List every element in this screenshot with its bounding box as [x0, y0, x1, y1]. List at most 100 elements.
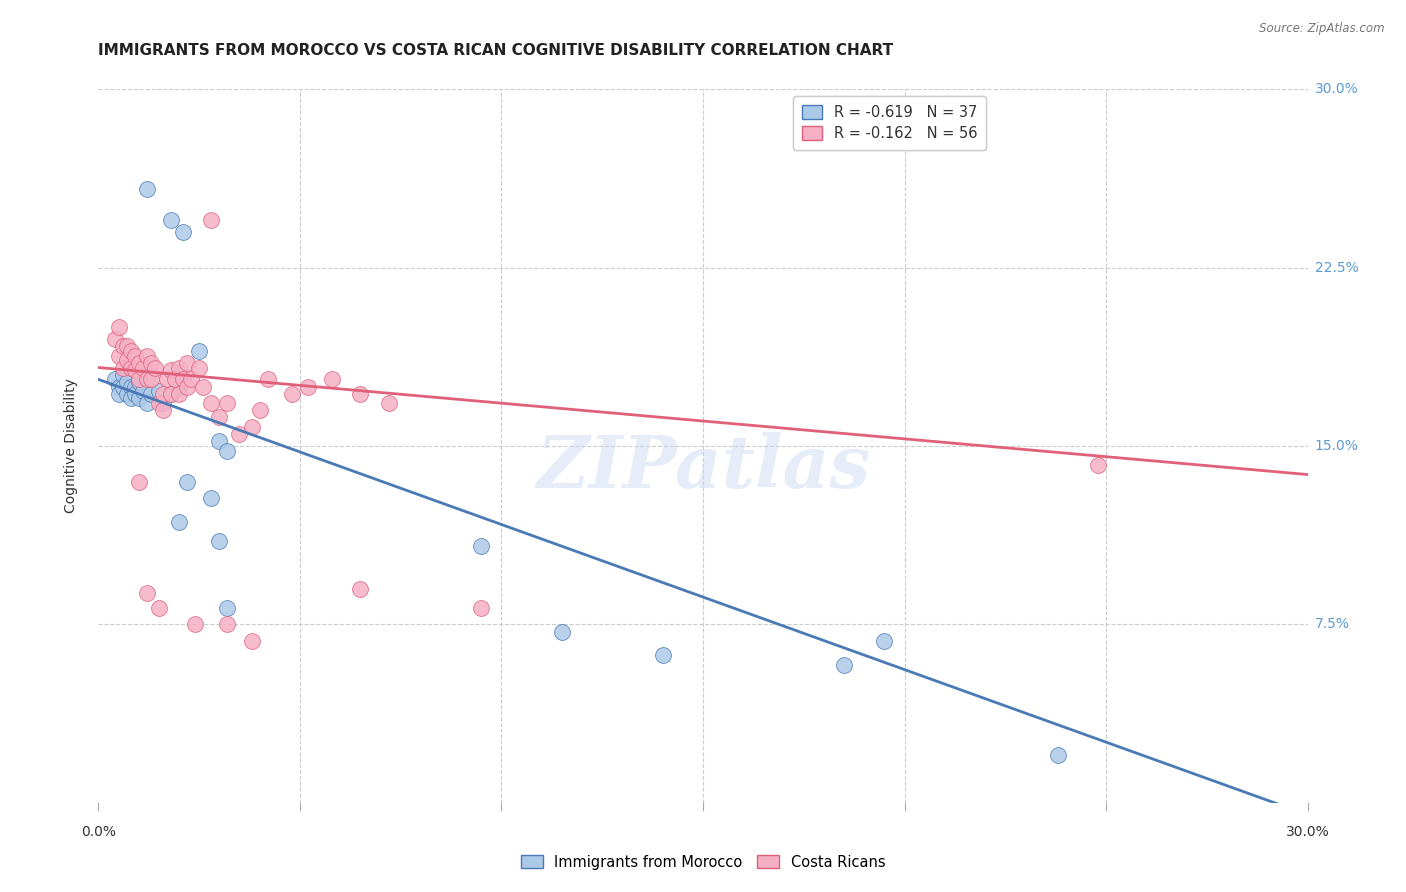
Text: ZIPatlas: ZIPatlas [536, 432, 870, 503]
Point [135, 182, 157, 196]
Point [132, 360, 155, 375]
Point [152, 386, 174, 401]
Point [873, 634, 896, 648]
Point [200, 491, 222, 506]
Point [163, 372, 186, 386]
Point [249, 403, 271, 417]
Point [135, 349, 157, 363]
Point [321, 372, 343, 386]
Text: 30.0%: 30.0% [1285, 825, 1330, 839]
Point [281, 386, 304, 401]
Point [111, 339, 134, 353]
Point [115, 353, 138, 368]
Point [128, 475, 150, 489]
Point [240, 420, 263, 434]
Point [160, 213, 183, 227]
Point [377, 396, 399, 410]
Point [139, 356, 162, 370]
Point [172, 372, 194, 386]
Point [135, 396, 157, 410]
Point [128, 375, 150, 389]
Point [148, 384, 170, 399]
Point [156, 372, 179, 386]
Point [107, 320, 129, 334]
Point [217, 600, 239, 615]
Text: 22.5%: 22.5% [1315, 260, 1358, 275]
Legend: R = -0.619   N = 37, R = -0.162   N = 56: R = -0.619 N = 37, R = -0.162 N = 56 [793, 96, 986, 150]
Point [208, 410, 231, 425]
Point [651, 648, 673, 663]
Point [172, 225, 194, 239]
Point [228, 427, 250, 442]
Point [217, 617, 239, 632]
Point [124, 379, 146, 393]
Text: 15.0%: 15.0% [1315, 439, 1358, 453]
Text: 30.0%: 30.0% [1315, 82, 1358, 96]
Point [160, 363, 183, 377]
Point [160, 386, 183, 401]
Point [349, 386, 371, 401]
Point [188, 360, 211, 375]
Point [135, 372, 157, 386]
Point [217, 443, 239, 458]
Point [240, 634, 263, 648]
Point [111, 360, 134, 375]
Point [208, 434, 231, 449]
Y-axis label: Cognitive Disability: Cognitive Disability [63, 378, 77, 514]
Point [551, 624, 574, 639]
Point [139, 386, 162, 401]
Point [1087, 458, 1109, 472]
Point [256, 372, 278, 386]
Point [176, 356, 198, 370]
Point [111, 368, 134, 382]
Legend: Immigrants from Morocco, Costa Ricans: Immigrants from Morocco, Costa Ricans [515, 849, 891, 876]
Point [120, 343, 142, 358]
Text: 0.0%: 0.0% [82, 825, 115, 839]
Point [115, 375, 138, 389]
Point [128, 372, 150, 386]
Point [188, 343, 211, 358]
Point [120, 392, 142, 406]
Point [139, 372, 162, 386]
Text: Source: ZipAtlas.com: Source: ZipAtlas.com [1260, 22, 1385, 36]
Point [180, 372, 202, 386]
Point [120, 360, 142, 375]
Point [349, 582, 371, 596]
Point [160, 386, 183, 401]
Point [208, 534, 231, 549]
Point [470, 600, 492, 615]
Point [1046, 748, 1069, 763]
Point [124, 363, 146, 377]
Point [128, 356, 150, 370]
Point [152, 403, 174, 417]
Point [470, 539, 492, 553]
Point [200, 396, 222, 410]
Point [132, 384, 155, 399]
Point [143, 360, 166, 375]
Point [124, 386, 146, 401]
Point [167, 386, 190, 401]
Point [832, 657, 855, 672]
Point [124, 349, 146, 363]
Point [167, 379, 190, 393]
Point [176, 379, 198, 393]
Point [120, 379, 142, 393]
Point [297, 379, 319, 393]
Point [103, 332, 125, 346]
Point [167, 360, 190, 375]
Point [193, 379, 215, 393]
Point [115, 386, 138, 401]
Point [152, 396, 174, 410]
Point [184, 617, 207, 632]
Point [167, 515, 190, 529]
Point [135, 586, 157, 600]
Point [111, 379, 134, 393]
Point [107, 349, 129, 363]
Point [103, 372, 125, 386]
Point [200, 213, 222, 227]
Point [217, 396, 239, 410]
Point [148, 396, 170, 410]
Text: IMMIGRANTS FROM MOROCCO VS COSTA RICAN COGNITIVE DISABILITY CORRELATION CHART: IMMIGRANTS FROM MOROCCO VS COSTA RICAN C… [98, 43, 894, 58]
Text: 7.5%: 7.5% [1315, 617, 1350, 632]
Point [176, 475, 198, 489]
